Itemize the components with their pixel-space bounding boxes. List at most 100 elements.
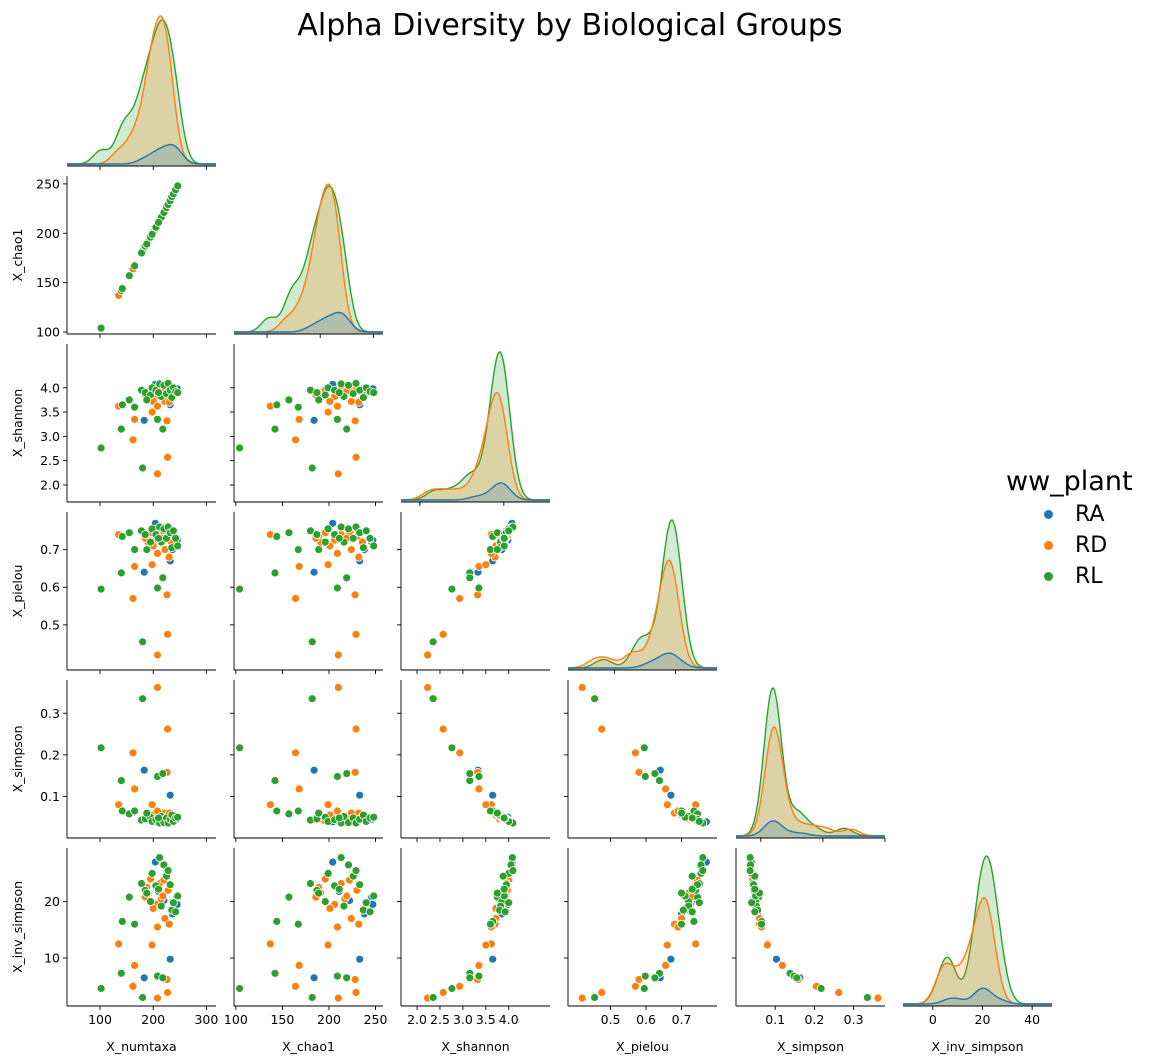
point-RL-6 — [124, 395, 134, 405]
point-RL-23 — [314, 395, 324, 405]
point-RA-2 — [355, 790, 365, 800]
point-RL-1 — [270, 424, 280, 434]
y-tick-label: 150 — [36, 275, 60, 290]
point-RL-0 — [447, 584, 457, 594]
point-RL-2 — [307, 694, 317, 704]
point-RL-19 — [678, 905, 688, 915]
point-RD-16 — [354, 919, 364, 929]
point-RL-8 — [305, 879, 315, 888]
kde-line-RL-X_simpson — [736, 687, 885, 837]
panel-X_pielou-vs-X_pielou — [568, 519, 717, 674]
point-RL-22 — [173, 812, 183, 822]
point-RL-0 — [235, 443, 245, 453]
point-RD-5 — [350, 416, 360, 426]
panel-X_numtaxa-vs-X_numtaxa — [67, 15, 216, 170]
kde-line-RD-X_shannon — [401, 391, 550, 501]
point-RL-7 — [757, 919, 766, 929]
point-RL-23 — [142, 545, 152, 554]
panel-X_shannon-vs-X_shannon — [401, 351, 550, 506]
point-RL-1 — [270, 968, 280, 978]
point-RL-2 — [590, 694, 599, 704]
y-tick-label: 0.5 — [40, 617, 60, 632]
x-tick-label: 100 — [88, 1012, 112, 1027]
legend-marker-rl — [1043, 571, 1054, 582]
point-RL-0 — [96, 323, 106, 333]
point-RL-16 — [750, 871, 760, 881]
point-RL-20 — [694, 898, 704, 908]
point-RL-24 — [154, 533, 163, 543]
point-RD-1 — [474, 961, 484, 970]
point-RD-3 — [153, 469, 162, 479]
panel-X_inv_simpson-vs-X_chao1: 100 150 200 250 — [224, 848, 388, 1027]
y-tick-label: 250 — [36, 176, 60, 191]
point-RA-3 — [309, 415, 319, 425]
kde-fill-RL-X_inv_simpson — [903, 856, 1052, 1006]
point-RD-14 — [346, 396, 356, 406]
point-RA-3 — [309, 973, 319, 983]
point-RD-3 — [873, 993, 883, 1003]
y-axis-label-X_inv_simpson: X_inv_simpson — [10, 881, 25, 973]
point-RL-21 — [750, 907, 760, 917]
legend-marker-rd — [1043, 540, 1054, 551]
point-RL-7 — [130, 806, 140, 816]
point-RL-11 — [323, 524, 333, 534]
x-tick-label: 200 — [141, 1012, 165, 1027]
x-tick-label: 3.5 — [476, 1012, 496, 1027]
point-RL-17 — [351, 378, 361, 388]
point-RL-22 — [369, 541, 379, 551]
point-RD-3 — [333, 650, 343, 660]
point-RL-7 — [130, 402, 140, 412]
point-RD-5 — [350, 975, 360, 984]
x-tick-label: 2.5 — [430, 1012, 450, 1027]
kde-fill-RD-X_chao1 — [234, 184, 383, 334]
point-RA-2 — [666, 790, 676, 800]
point-RD-16 — [164, 552, 174, 562]
kde-fill-RA-X_shannon — [401, 482, 550, 502]
panel-X_chao1-vs-X_numtaxa: 100 150 200 250 — [36, 176, 216, 340]
point-RD-6 — [323, 407, 333, 417]
point-RL-3 — [153, 583, 162, 593]
point-RD-4 — [163, 724, 173, 734]
point-RL-2 — [307, 463, 317, 473]
legend-label-ra: RA — [1075, 502, 1105, 527]
point-RL-20 — [747, 898, 757, 908]
point-RL-23 — [142, 239, 152, 249]
point-RL-23 — [142, 808, 152, 818]
point-RL-0 — [96, 743, 106, 753]
point-RL-1 — [116, 424, 126, 434]
point-RD-1 — [130, 414, 140, 424]
point-RL-22 — [173, 181, 183, 191]
point-RL-2 — [428, 993, 438, 1002]
point-RL-0 — [96, 984, 106, 993]
point-RD-4 — [597, 724, 607, 734]
y-tick-label: 2.0 — [40, 477, 60, 492]
point-RD-2 — [128, 435, 138, 445]
point-RA-2 — [165, 954, 175, 964]
point-RD-4 — [163, 988, 173, 997]
point-RL-3 — [640, 772, 650, 781]
point-RL-8 — [137, 879, 146, 888]
panel-X_inv_simpson-vs-X_simpson: 0.1 0.2 0.3 — [732, 848, 885, 1027]
point-RL-10 — [146, 537, 155, 547]
point-RL-2 — [307, 993, 317, 1002]
point-RL-16 — [687, 871, 697, 881]
panel-X_shannon-vs-X_chao1 — [230, 344, 383, 506]
point-RD-0 — [265, 939, 275, 949]
point-RL-20 — [504, 526, 514, 536]
point-RL-24 — [499, 533, 509, 543]
kde-line-RL-X_pielou — [568, 519, 717, 669]
point-RL-21 — [687, 907, 697, 917]
x-tick-label: 0 — [929, 1012, 937, 1027]
point-RL-3 — [153, 414, 162, 424]
legend-item-rd: RD — [1006, 530, 1133, 561]
point-RD-3 — [153, 683, 162, 692]
point-RD-5 — [634, 767, 644, 777]
point-RL-4 — [342, 424, 352, 434]
point-RL-7 — [677, 919, 686, 929]
kde-line-RA-X_numtaxa — [67, 143, 216, 165]
point-RD-21 — [153, 922, 162, 932]
point-RL-2 — [590, 993, 599, 1002]
point-RL-20 — [361, 526, 371, 536]
point-RL-2 — [428, 694, 438, 704]
kde-line-RD-X_simpson — [736, 726, 885, 837]
